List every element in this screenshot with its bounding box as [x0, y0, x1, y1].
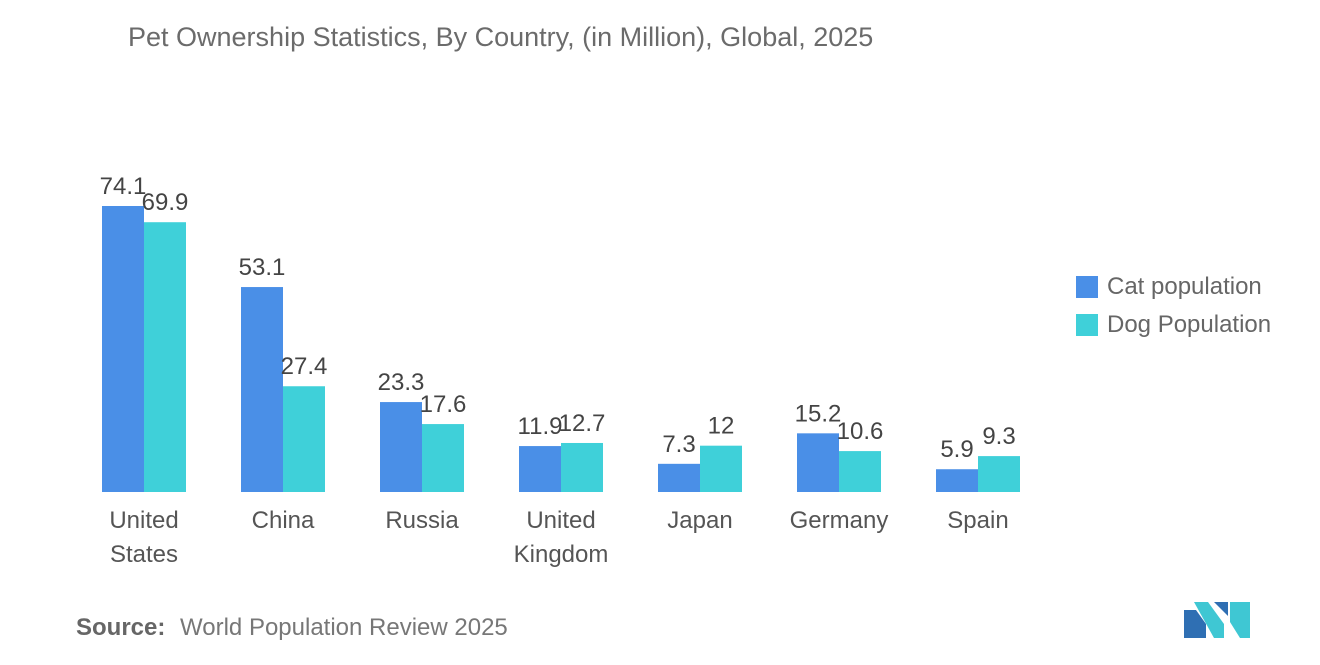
data-label-dog-3: 12.7: [559, 410, 606, 437]
legend-label-dog: Dog Population: [1107, 311, 1272, 338]
data-label-dog-5: 10.6: [837, 418, 884, 445]
bar-cat-5[interactable]: [797, 433, 839, 492]
bar-cat-6[interactable]: [936, 469, 978, 492]
source-label: Source:: [76, 614, 166, 641]
x-tick-label-3: United Kingdom: [514, 507, 609, 568]
chart-title: Pet Ownership Statistics, By Country, (i…: [128, 22, 874, 52]
legend-item-dog[interactable]: Dog Population: [1076, 306, 1271, 344]
data-label-cat-3: 11.9: [518, 413, 563, 440]
data-label-cat-1: 53.1: [239, 254, 286, 281]
data-label-cat-0: 74.1: [100, 173, 147, 200]
bar-cat-2[interactable]: [380, 402, 422, 492]
source-text: World Population Review 2025: [180, 614, 508, 641]
bar-dog-4[interactable]: [700, 445, 742, 492]
x-tick-label-6: Spain: [947, 507, 1008, 534]
bar-cat-3[interactable]: [519, 446, 561, 492]
legend-swatch-dog: [1076, 314, 1098, 336]
x-tick-label-2: Russia: [385, 507, 459, 534]
bar-dog-5[interactable]: [839, 451, 881, 492]
data-label-dog-0: 69.9: [142, 189, 189, 216]
legend-label-cat: Cat population: [1107, 273, 1262, 300]
data-label-dog-4: 12: [708, 413, 735, 440]
x-tick-label-1: China: [252, 507, 315, 534]
legend: Cat population Dog Population: [1076, 268, 1271, 344]
data-label-dog-6: 9.3: [982, 423, 1015, 450]
data-label-cat-2: 23.3: [378, 369, 425, 396]
bar-cat-0[interactable]: [102, 206, 144, 492]
data-label-cat-5: 15.2: [795, 400, 842, 427]
bar-dog-6[interactable]: [978, 456, 1020, 492]
bar-chart: 74.169.9 United States 53.1 27.4 China 23.317.…: [100, 173, 1020, 568]
data-label-cat-4: 7.3: [662, 431, 695, 458]
bar-cat-4[interactable]: [658, 463, 700, 492]
data-label-dog-2: 17.6: [420, 391, 467, 418]
mordor-intelligence-logo-icon: [1184, 602, 1250, 638]
data-label-cat-6: 5.9: [940, 436, 973, 463]
legend-swatch-cat: [1076, 276, 1098, 298]
x-tick-label-5: Germany: [790, 507, 889, 534]
source-note: Source: World Population Review 2025: [76, 614, 508, 642]
bar-dog-2[interactable]: [422, 424, 464, 492]
x-tick-label-4: Japan: [667, 507, 732, 534]
data-label-dog-1: 27.4: [281, 353, 328, 380]
legend-item-cat[interactable]: Cat population: [1076, 268, 1271, 306]
bar-dog-1[interactable]: [283, 386, 325, 492]
bar-cat-1[interactable]: [241, 287, 283, 492]
bar-dog-3[interactable]: [561, 442, 603, 492]
bar-dog-0[interactable]: [144, 222, 186, 493]
x-tick-label-0: United States: [109, 507, 178, 568]
